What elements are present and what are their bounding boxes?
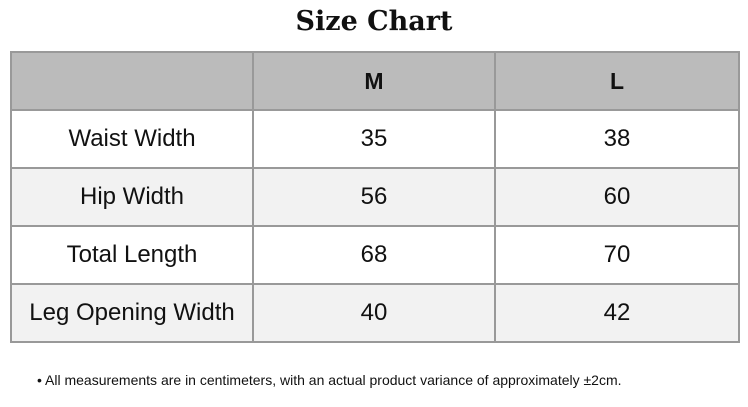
row-label: Hip Width — [10, 167, 254, 227]
table-row: Waist Width 35 38 — [10, 109, 740, 169]
header-cell-l: L — [494, 51, 740, 111]
cell-l: 70 — [494, 225, 740, 285]
cell-m: 68 — [252, 225, 496, 285]
size-chart-table: M L Waist Width 35 38 Hip Width 56 60 To… — [10, 51, 740, 343]
table-row: Hip Width 56 60 — [10, 167, 740, 227]
cell-l: 60 — [494, 167, 740, 227]
cell-m: 35 — [252, 109, 496, 169]
cell-m: 56 — [252, 167, 496, 227]
header-cell — [10, 51, 254, 111]
cell-m: 40 — [252, 283, 496, 343]
row-label: Waist Width — [10, 109, 254, 169]
cell-l: 42 — [494, 283, 740, 343]
row-label: Total Length — [10, 225, 254, 285]
page-title: Size Chart — [295, 6, 453, 37]
row-label: Leg Opening Width — [10, 283, 254, 343]
table-header-row: M L — [10, 51, 740, 111]
cell-l: 38 — [494, 109, 740, 169]
header-cell-m: M — [252, 51, 496, 111]
measurement-note: • All measurements are in centimeters, w… — [37, 372, 622, 388]
table-row: Total Length 68 70 — [10, 225, 740, 285]
table-row: Leg Opening Width 40 42 — [10, 283, 740, 343]
